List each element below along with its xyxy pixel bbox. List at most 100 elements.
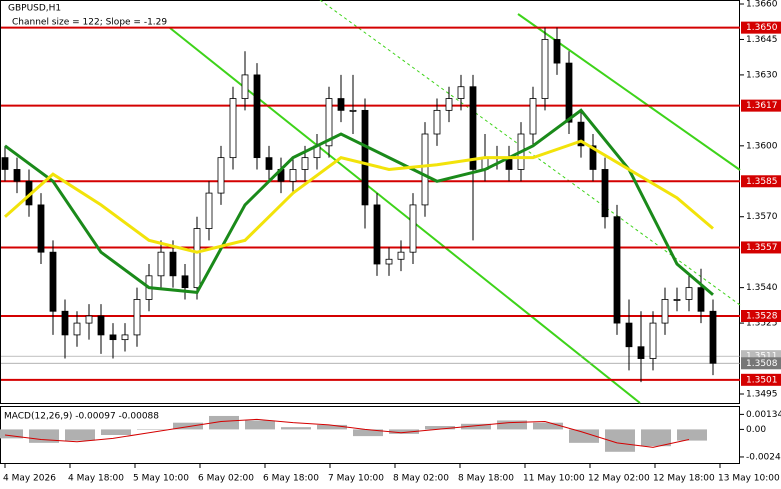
macd-bar [101,429,131,435]
x-tick-label: 12 May 18:00 [653,474,715,484]
x-tick-label: 8 May 18:00 [458,474,514,484]
level-label: 1.3650 [746,23,778,33]
candle-body [169,251,177,277]
candle-body [61,310,69,336]
macd-bar [29,429,59,443]
macd-bar [173,422,203,430]
macd-bar [353,429,383,437]
candle-body [445,98,453,111]
macd-tick-label: -0.00246 [746,452,781,462]
y-tick-label: 1.3645 [746,35,778,45]
level-tag [741,241,781,254]
candle-body [49,251,57,312]
candle-body [181,275,189,289]
macd-bar [461,423,491,430]
candle-body [133,299,141,336]
candle-body [433,109,441,135]
x-tick-label: 12 May 02:00 [588,474,650,484]
candle-body [373,204,381,265]
x-tick-label: 11 May 10:00 [523,474,585,484]
candle-body [649,322,657,359]
candle-body [109,334,117,341]
candle-body [565,62,573,123]
candle-body [409,204,417,253]
candle-body [625,322,633,348]
subtitle: Channel size = 122; Slope = -1.29 [12,18,167,28]
candle-body [589,145,597,170]
candle-body [205,192,213,229]
candle-body [697,287,705,312]
candle-body [157,251,165,277]
y-tick-label: 1.3495 [746,390,778,400]
moving-average [4,108,714,296]
candle-body [289,169,297,182]
y-tick-label: 1.3600 [746,141,778,151]
macd-bar [317,424,347,430]
level-tag [741,373,781,386]
y-tick-label: 1.3660 [746,0,778,10]
y-tick-label: 1.3630 [746,70,778,80]
candle-body [13,169,21,182]
x-tick-label: 4 May 18:00 [68,474,124,484]
x-tick-label: 4 May 2026 [3,474,56,484]
candle-body [73,322,81,336]
candle-body [553,39,561,64]
candle-body [469,86,477,170]
macd-bar [137,429,167,430]
candle-body [337,98,345,111]
macd-bar [245,420,275,430]
candle-body [253,74,261,159]
candle-body [217,157,225,194]
macd-label: MACD(12,26,9) -0.00097 -0.00088 [4,412,159,422]
macd-bar [65,429,95,441]
candle-body [193,228,201,289]
price-label: 1.3508 [746,359,778,369]
y-tick-label: 1.3525 [746,319,778,329]
symbol: GBPUSD,H1 [8,4,61,14]
level-label: 1.3617 [746,101,778,111]
candle-body [241,74,249,99]
candle-body [541,39,549,99]
x-tick-label: 7 May 10:00 [328,474,384,484]
candle-body [121,334,129,341]
macd-signal [4,418,690,448]
macd-bar [209,415,239,430]
macd-bar [389,429,419,434]
y-tick-label: 1.3570 [746,212,778,222]
macd-bar [533,422,563,430]
candle-body [265,157,273,170]
level-label: 1.3557 [746,243,778,253]
candle-body [637,346,645,359]
level-tag [741,310,781,322]
candle-body [709,310,717,364]
level-label: 1.3585 [746,177,778,187]
price-tag [741,357,781,370]
x-tick-label: 5 May 10:00 [133,474,189,484]
candle-body [601,169,609,218]
macd-tick-label: 0.00134 [746,410,781,420]
macd-bar [641,429,671,447]
candle-body [361,109,369,206]
x-tick-label: 13 May 10:00 [718,474,780,484]
price-label: 1.3511 [746,352,778,362]
candle-body [385,258,393,265]
macd-tick-label: 0.00 [746,425,766,435]
macd-bar [0,429,23,439]
channel-middle [319,0,741,306]
level-label: 1.3501 [746,375,778,385]
x-tick-label: 6 May 18:00 [263,474,319,484]
macd-bar [569,429,599,443]
candle-body [85,315,93,324]
x-tick-label: 6 May 02:00 [198,474,254,484]
channel-upper [517,13,741,171]
candle-body [457,86,465,99]
candle-body [37,204,45,253]
macd-bar [497,420,527,430]
main-frame [0,0,740,404]
macd-bar [677,429,707,441]
moving-average [4,139,714,254]
candle-body [97,315,105,336]
candle-body [325,98,333,147]
candle-body [301,157,309,170]
